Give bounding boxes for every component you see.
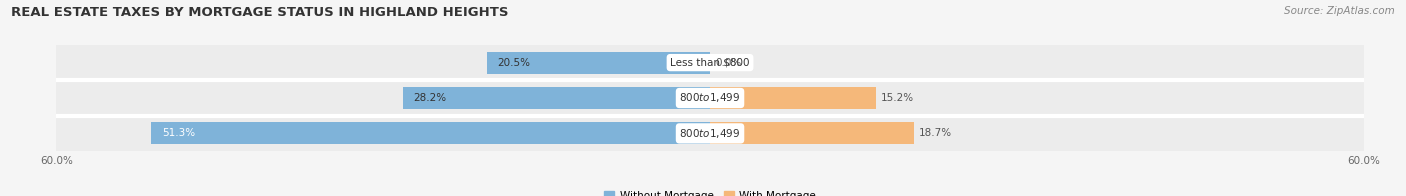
Bar [710, 122, 914, 144]
Bar [402, 87, 710, 109]
Text: $800 to $1,499: $800 to $1,499 [679, 92, 741, 104]
Bar [486, 52, 710, 74]
Bar [150, 122, 710, 144]
Text: 0.0%: 0.0% [716, 58, 742, 68]
Legend: Without Mortgage, With Mortgage: Without Mortgage, With Mortgage [600, 186, 820, 196]
Bar [710, 87, 876, 109]
Text: 18.7%: 18.7% [920, 128, 952, 138]
Text: REAL ESTATE TAXES BY MORTGAGE STATUS IN HIGHLAND HEIGHTS: REAL ESTATE TAXES BY MORTGAGE STATUS IN … [11, 6, 509, 19]
Text: 51.3%: 51.3% [162, 128, 195, 138]
Bar [56, 116, 1364, 151]
Bar [56, 80, 1364, 116]
Text: 28.2%: 28.2% [413, 93, 447, 103]
Text: Less than $800: Less than $800 [671, 58, 749, 68]
Text: $800 to $1,499: $800 to $1,499 [679, 127, 741, 140]
Text: 20.5%: 20.5% [498, 58, 530, 68]
Bar [56, 45, 1364, 80]
Text: Source: ZipAtlas.com: Source: ZipAtlas.com [1284, 6, 1395, 16]
Text: 15.2%: 15.2% [882, 93, 914, 103]
